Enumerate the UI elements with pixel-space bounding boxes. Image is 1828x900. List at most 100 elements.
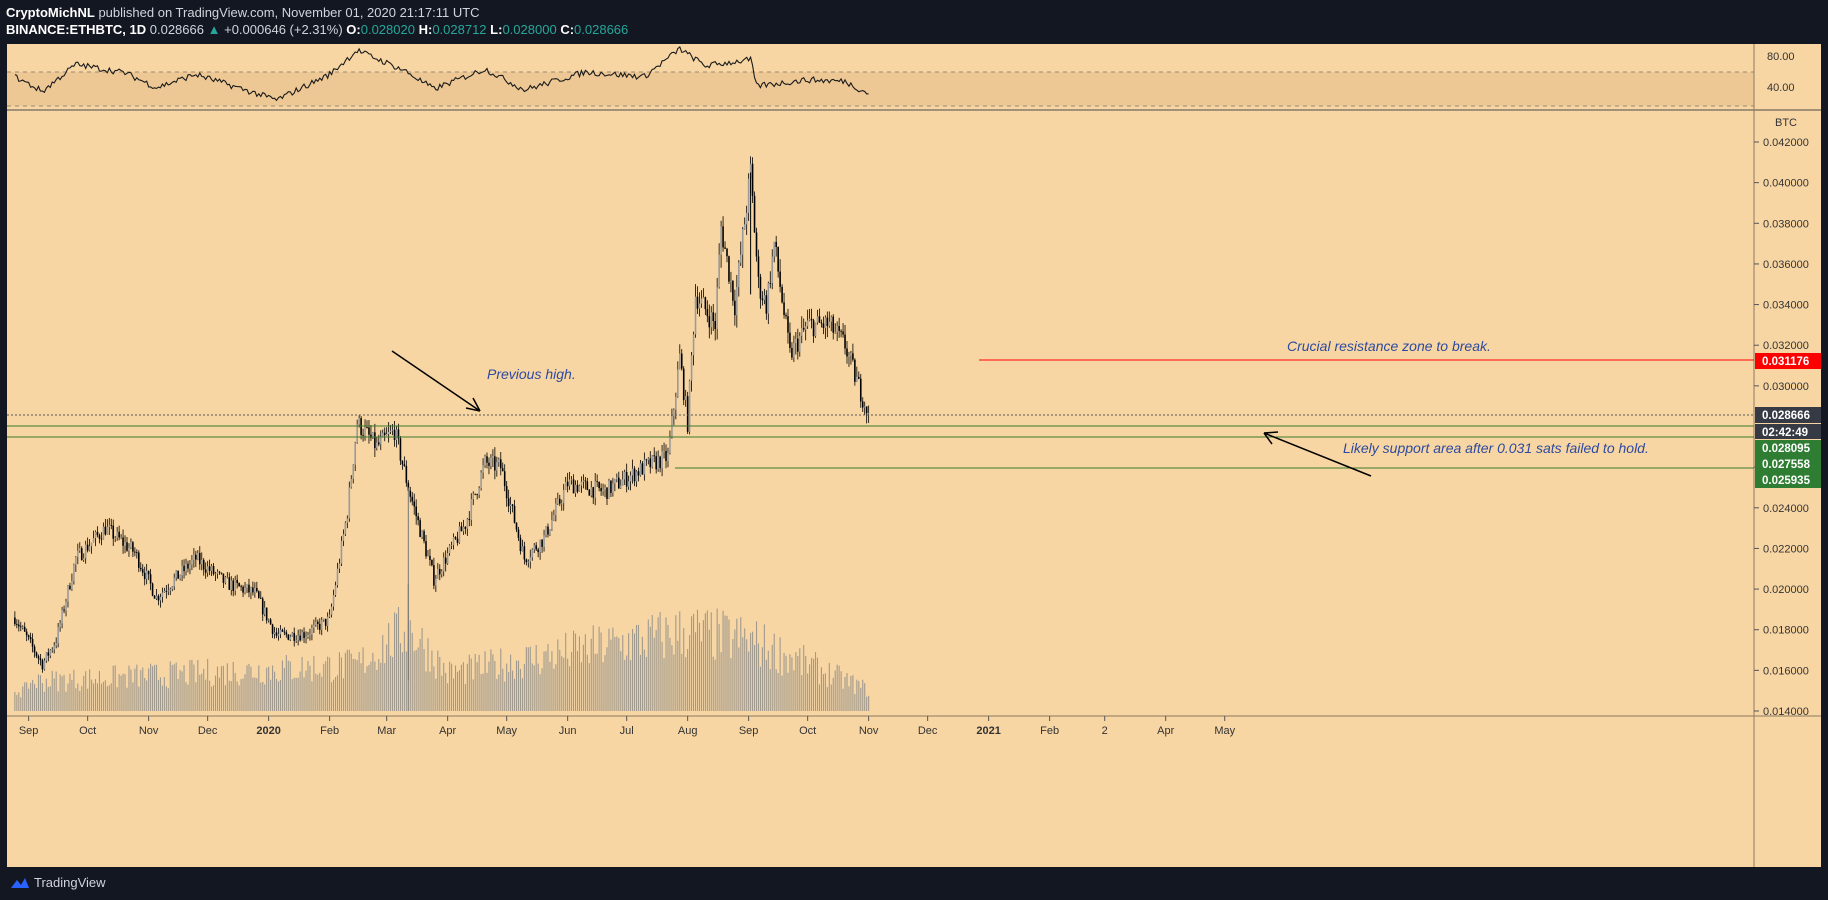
candle-body xyxy=(730,280,732,282)
candle-body xyxy=(627,481,630,487)
candle-body xyxy=(596,481,598,482)
candle-body xyxy=(285,632,288,635)
candle-body xyxy=(734,300,736,316)
candle-body xyxy=(362,434,364,436)
candle-body xyxy=(450,544,453,546)
candle-body xyxy=(19,626,22,628)
candle-body xyxy=(435,578,437,586)
candle-body xyxy=(616,477,618,480)
candle-body xyxy=(421,531,423,537)
candle-body xyxy=(204,569,207,573)
candle-body xyxy=(395,429,398,441)
price-chart[interactable]: 80.00 40.00 BTC 0.042000 0.040000 0.038000… xyxy=(7,44,1821,867)
candle-body xyxy=(326,616,329,626)
candle-body xyxy=(462,526,465,532)
candle-body xyxy=(767,283,770,314)
candle-body xyxy=(96,531,99,536)
candle-body xyxy=(779,271,781,287)
candle-body xyxy=(311,627,313,635)
candle-body xyxy=(238,583,240,587)
candle-body xyxy=(43,660,46,670)
candle-body xyxy=(277,634,280,636)
candle-body xyxy=(218,571,221,573)
candle-body xyxy=(442,557,445,572)
candle-body xyxy=(472,493,475,500)
candle-body xyxy=(661,451,663,469)
candle-body xyxy=(254,587,256,593)
candle-body xyxy=(21,626,24,628)
candle-body xyxy=(372,432,374,438)
candle-body xyxy=(401,460,404,465)
symbol-label[interactable]: BINANCE:ETHBTC, 1D xyxy=(6,22,147,37)
candle-body xyxy=(191,559,193,565)
candle-body xyxy=(220,572,223,574)
candle-body xyxy=(753,195,756,233)
candle-body xyxy=(509,504,512,507)
candle-body xyxy=(153,595,156,599)
candle-body xyxy=(507,498,510,507)
candle-body xyxy=(145,570,148,580)
candle-body xyxy=(124,542,126,546)
candle-body xyxy=(376,442,378,449)
rsi-tick-40: 40.00 xyxy=(1767,82,1795,94)
candle-body xyxy=(171,586,174,590)
candle-body xyxy=(797,338,799,352)
support-badge-2 xyxy=(1755,456,1821,472)
candle-body xyxy=(116,531,118,538)
candle-body xyxy=(800,327,803,336)
candle-body xyxy=(808,318,811,321)
time-tick-label: 2021 xyxy=(976,725,1000,737)
candle-body xyxy=(643,459,646,475)
candle-body xyxy=(806,320,809,327)
chart-area[interactable]: 80.00 40.00 BTC 0.042000 0.040000 0.038000… xyxy=(7,44,1821,867)
footer-brand[interactable]: TradingView xyxy=(34,875,106,890)
candle-body xyxy=(480,472,482,489)
candle-body xyxy=(98,535,101,539)
candle-body xyxy=(59,623,61,628)
candle-body xyxy=(863,406,866,408)
candle-body xyxy=(256,587,258,592)
candle-body xyxy=(592,487,595,498)
candle-body xyxy=(299,635,301,641)
candle-body xyxy=(444,557,447,564)
candle-body xyxy=(842,331,844,335)
candle-body xyxy=(108,525,111,527)
price-tick-label: 0.020000 xyxy=(1763,584,1809,596)
candle-body xyxy=(810,318,813,321)
candle-body xyxy=(159,596,162,601)
candle-body xyxy=(330,606,333,615)
candle-body xyxy=(110,525,113,526)
candle-body xyxy=(33,646,36,653)
candle-body xyxy=(539,539,541,553)
candle-body xyxy=(722,226,724,248)
price-tick-label: 0.042000 xyxy=(1763,137,1809,149)
candle-body xyxy=(610,480,612,493)
candle-body xyxy=(785,315,787,317)
candle-body xyxy=(69,585,71,590)
candle-body xyxy=(417,516,419,521)
candle-body xyxy=(389,430,392,432)
candle-body xyxy=(45,652,48,661)
candle-body xyxy=(698,303,701,309)
candle-body xyxy=(702,297,705,299)
candle-body xyxy=(391,429,394,431)
candle-body xyxy=(258,591,260,598)
close-value: 0.028666 xyxy=(574,22,629,37)
candle-body xyxy=(248,584,250,593)
author-name[interactable]: CryptoMichNL xyxy=(6,5,95,20)
price-tick-label: 0.038000 xyxy=(1763,218,1809,230)
previous-high-label: Previous high. xyxy=(487,366,576,382)
candle-body xyxy=(147,570,150,575)
resistance-label: Crucial resistance zone to break. xyxy=(1287,338,1491,354)
candle-body xyxy=(18,624,20,627)
candle-body xyxy=(560,503,563,505)
support-label: Likely support area after 0.031 sats fai… xyxy=(1343,440,1649,456)
candle-body xyxy=(568,479,571,487)
candle-body xyxy=(588,489,591,496)
candle-body xyxy=(173,577,176,587)
support-badge-3-label: 0.025935 xyxy=(1762,475,1811,487)
tradingview-logo-icon[interactable] xyxy=(10,875,30,891)
candle-body xyxy=(494,456,496,471)
countdown-badge xyxy=(1755,424,1821,439)
support-badge-1 xyxy=(1755,440,1821,456)
